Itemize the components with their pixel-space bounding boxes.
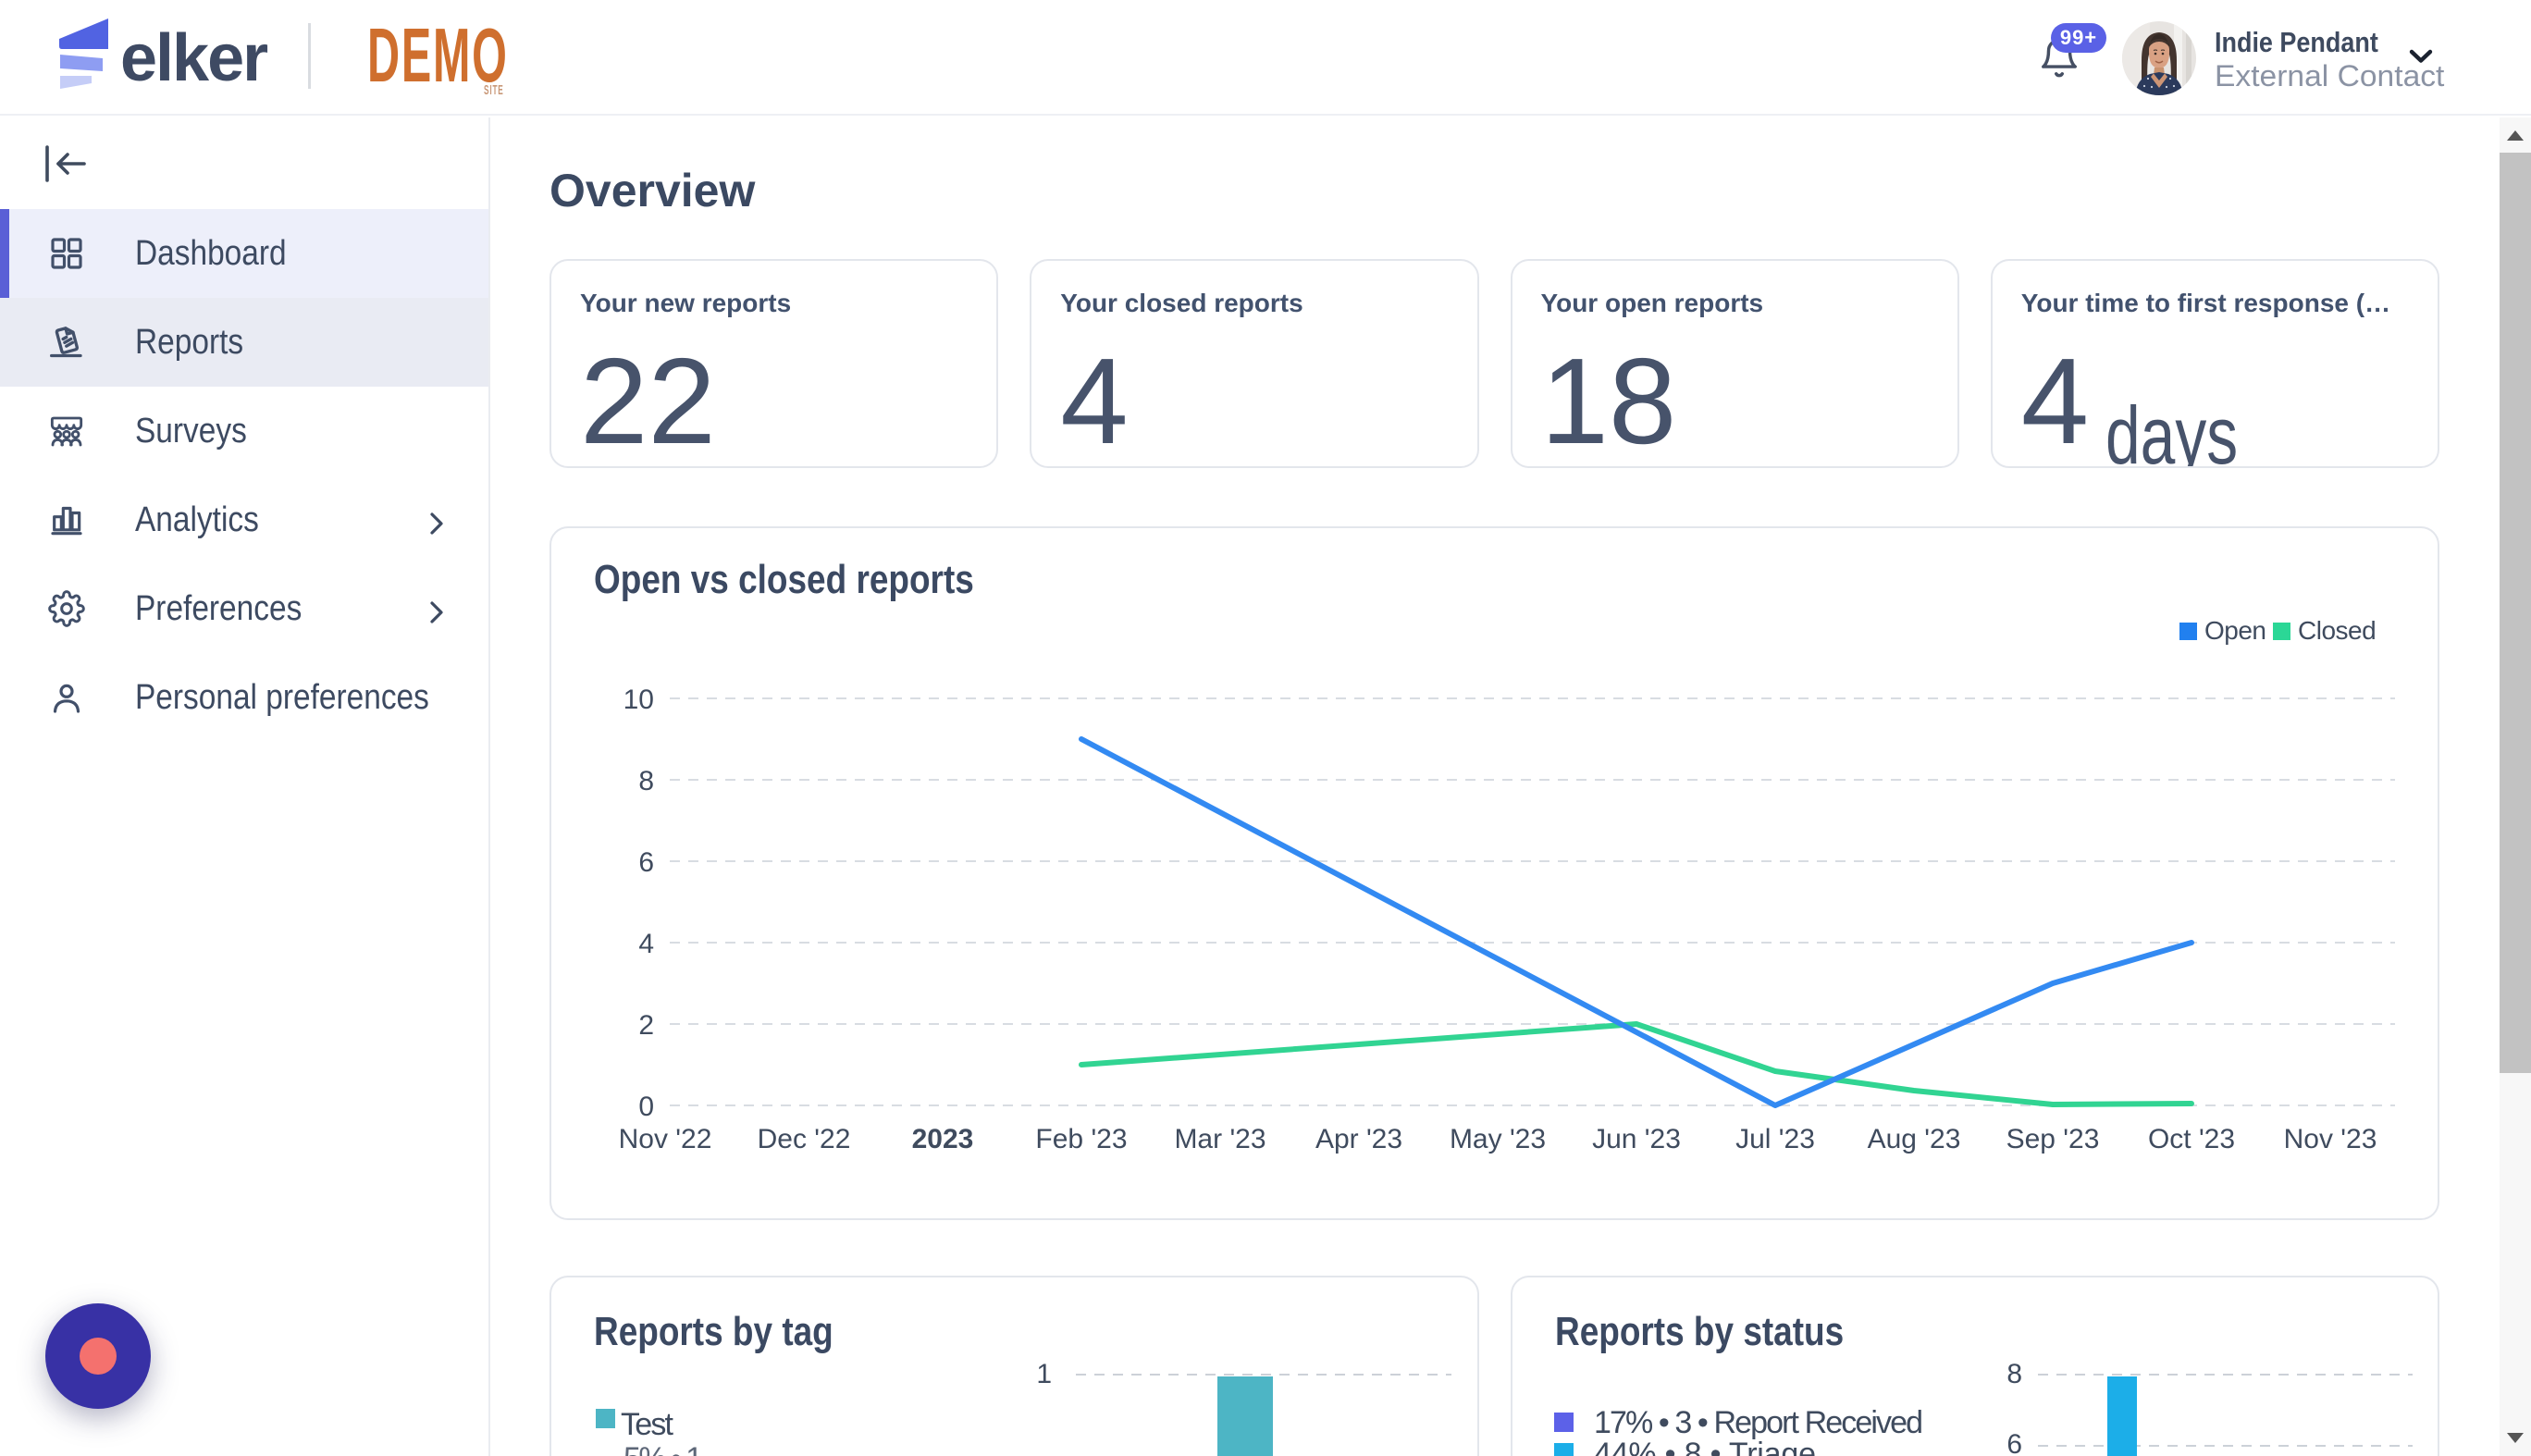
svg-text:Test: Test [621, 1407, 674, 1442]
svg-text:8: 8 [2006, 1359, 2022, 1389]
svg-text:6: 6 [2006, 1429, 2022, 1456]
svg-text:4: 4 [638, 929, 654, 959]
svg-text:8: 8 [638, 766, 654, 796]
svg-text:May '23: May '23 [1450, 1124, 1546, 1154]
svg-text:Jun '23: Jun '23 [1592, 1124, 1681, 1154]
svg-text:1: 1 [1036, 1359, 1052, 1389]
svg-text:Aug '23: Aug '23 [1868, 1124, 1961, 1154]
svg-text:Mar '23: Mar '23 [1174, 1124, 1266, 1154]
svg-text:Nov '23: Nov '23 [2284, 1124, 2377, 1154]
svg-text:Sep '23: Sep '23 [2006, 1124, 2100, 1154]
svg-text:0: 0 [638, 1092, 654, 1122]
svg-text:6: 6 [638, 847, 654, 878]
svg-text:2023: 2023 [912, 1124, 974, 1154]
svg-text:2: 2 [638, 1010, 654, 1041]
svg-text:10: 10 [623, 685, 654, 715]
svg-text:17% • 3 • Report Received: 17% • 3 • Report Received [1594, 1405, 1923, 1440]
svg-text:Feb '23: Feb '23 [1035, 1124, 1127, 1154]
svg-text:5% • 1: 5% • 1 [623, 1441, 703, 1456]
svg-text:Dec '22: Dec '22 [758, 1124, 851, 1154]
svg-text:Apr '23: Apr '23 [1315, 1124, 1402, 1154]
svg-text:Nov '22: Nov '22 [619, 1124, 712, 1154]
svg-text:44% • 8 • Triage: 44% • 8 • Triage [1594, 1437, 1816, 1456]
svg-text:Jul '23: Jul '23 [1735, 1124, 1815, 1154]
svg-text:Oct '23: Oct '23 [2148, 1124, 2235, 1154]
